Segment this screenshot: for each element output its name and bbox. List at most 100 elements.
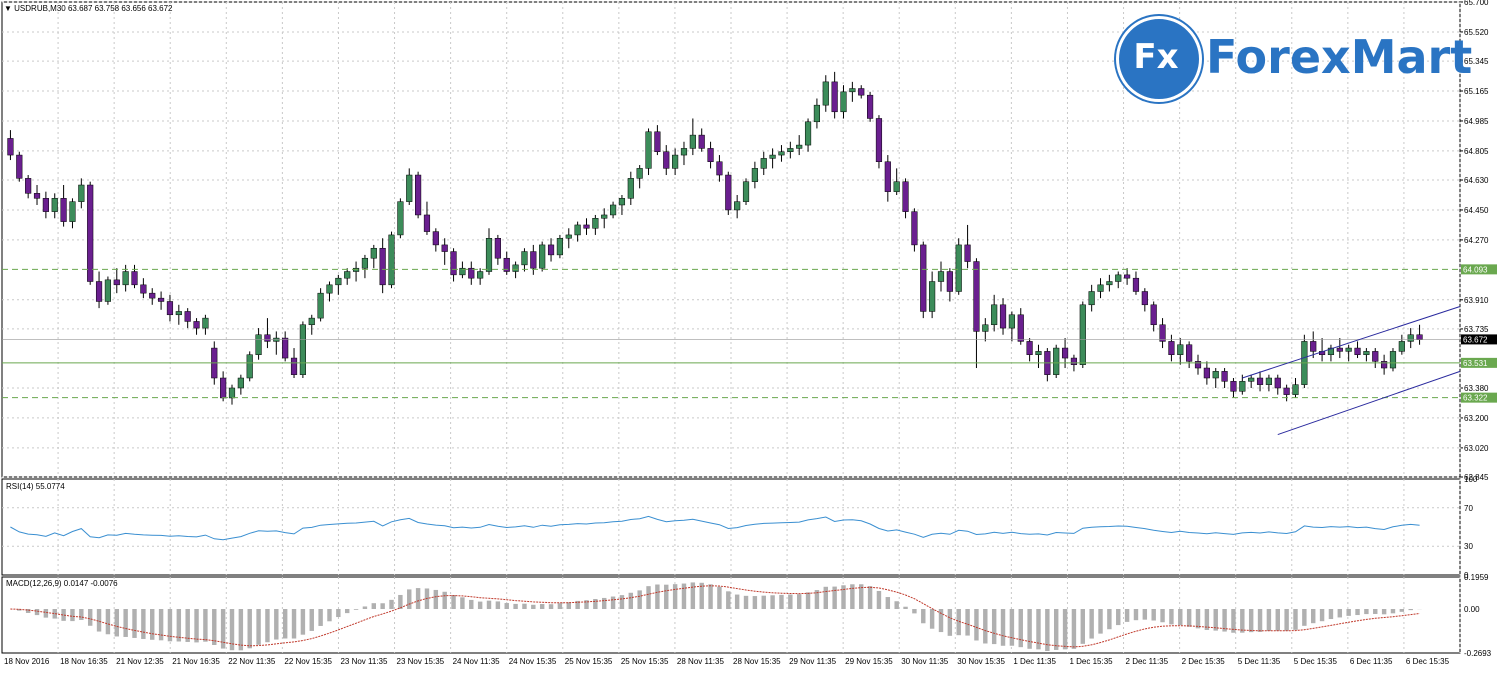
candle-bull — [308, 317, 315, 326]
candle-bear — [184, 311, 191, 322]
candle-bull — [955, 244, 962, 292]
price-tick-label: 65.345 — [1464, 57, 1489, 66]
time-tick-label: 6 Dec 15:35 — [1406, 657, 1450, 666]
dropdown-triangle-icon[interactable]: ▼ — [4, 4, 12, 13]
candle-bear — [1194, 361, 1202, 369]
candle-bear — [1150, 304, 1157, 326]
candle-bull — [78, 184, 85, 202]
logo-brand: ForexMart — [1206, 30, 1473, 84]
candle-bear — [25, 178, 32, 194]
candle-bear — [1274, 377, 1281, 389]
candle-bull — [1239, 381, 1246, 392]
rsi-tick-label: 0 — [1464, 571, 1469, 580]
candle-bear — [1168, 341, 1175, 355]
candle-bull — [539, 244, 546, 269]
macd-tick-label: -0.2693 — [1464, 649, 1492, 658]
candle-bear — [1230, 381, 1237, 392]
candle-bear — [60, 198, 67, 222]
candle-bull — [796, 144, 803, 149]
candle-bull — [1106, 281, 1113, 286]
candle-bull — [636, 168, 643, 179]
candle-bull — [104, 279, 112, 302]
time-tick-label: 1 Dec 11:35 — [1013, 657, 1056, 666]
candle-bull — [680, 148, 688, 156]
candle-bull — [760, 158, 767, 169]
time-tick-label: 6 Dec 11:35 — [1350, 657, 1393, 666]
logo-mark: Fx — [1133, 37, 1179, 77]
candle-bull — [122, 271, 129, 286]
candle-bull — [849, 88, 856, 93]
candle-bear — [87, 184, 94, 282]
level-badge-label: 63.322 — [1463, 394, 1488, 403]
level-badge — [1461, 357, 1497, 368]
logo-circle — [1116, 16, 1202, 102]
candle-bear — [113, 279, 120, 286]
macd-label: MACD(12,26,9) 0.0147 -0.0076 — [6, 579, 118, 588]
candle-bull — [840, 91, 847, 113]
candle-bear — [547, 244, 555, 256]
candle-bull — [1407, 334, 1414, 342]
candle-bear — [698, 134, 705, 149]
candle-bear — [290, 357, 298, 375]
price-tick-label: 65.700 — [1464, 0, 1489, 7]
time-tick-label: 2 Dec 11:35 — [1126, 657, 1169, 666]
candle-bear — [1310, 341, 1317, 352]
candle-bull — [1097, 284, 1104, 292]
candle-bear — [911, 211, 918, 246]
candle-bull — [822, 81, 829, 106]
time-tick-label: 28 Nov 15:35 — [733, 657, 781, 666]
macd-signal-line — [10, 585, 1420, 648]
time-tick-label: 24 Nov 11:35 — [453, 657, 501, 666]
candle-bear — [946, 271, 953, 292]
candle-bull — [769, 154, 776, 159]
candle-bull — [565, 234, 572, 239]
price-tick-label: 64.805 — [1464, 147, 1489, 156]
candle-bear — [1354, 347, 1361, 355]
candle-bear — [1221, 371, 1228, 382]
price-tick-label: 65.520 — [1464, 28, 1489, 37]
time-tick-label: 22 Nov 15:35 — [284, 657, 332, 666]
candle-bear — [193, 321, 200, 329]
candle-bull — [1248, 377, 1255, 382]
time-tick-label: 23 Nov 15:35 — [397, 657, 445, 666]
candle-bear — [33, 193, 41, 199]
candle-bear — [503, 257, 510, 272]
candle-bull — [202, 317, 209, 329]
candle-bull — [1265, 377, 1272, 385]
candle-bear — [1070, 357, 1078, 365]
candle-bear — [654, 131, 661, 152]
candle-bear — [867, 94, 874, 119]
candle-bull — [370, 247, 377, 259]
price-tick-label: 64.630 — [1464, 176, 1489, 185]
candle-bull — [1079, 304, 1086, 365]
rsi-tick-label: 30 — [1464, 542, 1473, 551]
price-tick-label: 62.845 — [1464, 473, 1489, 482]
candle-bull — [521, 251, 528, 266]
candle-bull — [388, 234, 395, 286]
rsi-tick-label: 70 — [1464, 504, 1473, 513]
candle-bull — [778, 151, 785, 156]
price-tick-label: 65.165 — [1464, 87, 1489, 96]
candle-bear — [16, 154, 23, 179]
candle-bull — [1363, 351, 1370, 355]
price-tick-label: 63.735 — [1464, 325, 1489, 334]
candle-bear — [725, 174, 732, 211]
candle-bear — [920, 244, 927, 312]
candle-bull — [246, 354, 253, 379]
price-tick-label: 64.450 — [1464, 206, 1489, 215]
candle-bull — [893, 181, 900, 192]
candle-bull — [813, 104, 821, 123]
candle-bull — [929, 281, 936, 312]
candle-bear — [415, 174, 422, 216]
macd-tick-label: 0.00 — [1464, 605, 1480, 614]
candle-bull — [1345, 347, 1352, 352]
time-tick-label: 22 Nov 11:35 — [228, 657, 276, 666]
time-tick-label: 1 Dec 15:35 — [1069, 657, 1113, 666]
level-badge-label: 63.672 — [1463, 335, 1488, 344]
candle-bear — [450, 251, 457, 276]
candle-bear — [7, 138, 14, 156]
time-tick-label: 21 Nov 12:35 — [116, 657, 164, 666]
level-badge — [1461, 264, 1497, 275]
